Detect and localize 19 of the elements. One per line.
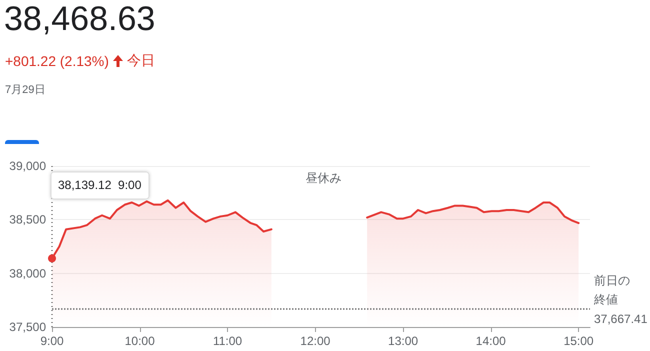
y-tick-label: 39,000: [9, 159, 46, 173]
y-tick-label: 38,000: [9, 266, 46, 280]
x-tick-label: 11:00: [212, 334, 242, 348]
annotation: 昼休み: [305, 171, 342, 185]
x-tick-label: 10:00: [124, 334, 156, 348]
x-tick-label: 15:00: [564, 334, 594, 348]
y-tick-label: 38,500: [9, 212, 46, 227]
chart-subtitle: +801.22 (2.13%): [5, 53, 109, 69]
y-tick-label: 37,500: [9, 320, 46, 334]
x-tick-label: 9:00: [40, 334, 64, 348]
text: 今日: [126, 52, 155, 70]
x-tick-label: 14:00: [476, 334, 506, 348]
chart-title: 38,468.63: [4, 0, 156, 39]
x-tick-label: 12:00: [300, 334, 331, 348]
annotation: 38,139.12 9:00: [58, 178, 142, 192]
x-tick-label: 13:00: [388, 334, 418, 348]
ref-line-label: 前日の終値: [593, 274, 630, 307]
text: 7月29日: [5, 83, 46, 97]
text: 37,667.41: [594, 312, 648, 326]
